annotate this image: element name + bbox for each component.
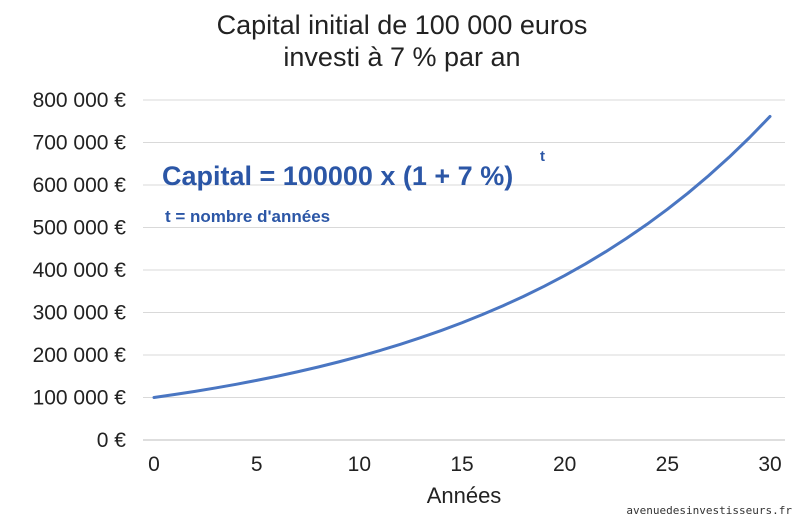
y-tick-label: 200 000 € <box>33 344 127 367</box>
gridlines <box>143 99 785 441</box>
series-line-0 <box>152 114 772 399</box>
y-tick-label: 100 000 € <box>33 387 127 410</box>
y-tick-label: 400 000 € <box>33 259 127 282</box>
chart-title-line-1: Capital initial de 100 000 euros <box>217 10 588 40</box>
x-tick-label: 5 <box>251 453 263 476</box>
x-axis-ticks: 0 5 10 15 20 25 30 <box>148 453 782 476</box>
y-tick-label: 300 000 € <box>33 302 127 325</box>
x-tick-label: 10 <box>348 453 371 476</box>
x-tick-label: 30 <box>758 453 781 476</box>
x-tick-label: 25 <box>656 453 679 476</box>
y-tick-label: 600 000 € <box>33 174 127 197</box>
watermark: avenuedesinvestisseurs.fr <box>626 504 792 517</box>
x-tick-label: 0 <box>148 453 160 476</box>
formula-note: t = nombre d'années <box>165 207 330 226</box>
x-tick-label: 20 <box>553 453 576 476</box>
y-tick-label: 800 000 € <box>33 89 127 112</box>
y-tick-label: 0 € <box>97 429 127 452</box>
chart-title-line-2: investi à 7 % par an <box>283 42 520 72</box>
formula-exponent: t <box>540 148 545 165</box>
data-series <box>152 114 772 399</box>
formula-annotation: Capital = 100000 x (1 + 7 %) t t = nombr… <box>162 148 545 226</box>
x-axis-label: Années <box>427 483 502 508</box>
y-tick-label: 700 000 € <box>33 132 127 155</box>
chart-title: Capital initial de 100 000 euros investi… <box>217 10 588 72</box>
y-axis-ticks: 0 € 100 000 € 200 000 € 300 000 € 400 000 € 5… <box>33 89 127 452</box>
y-tick-label: 500 000 € <box>33 217 127 240</box>
formula-text: Capital = 100000 x (1 + 7 %) <box>162 161 513 191</box>
x-tick-label: 15 <box>450 453 473 476</box>
